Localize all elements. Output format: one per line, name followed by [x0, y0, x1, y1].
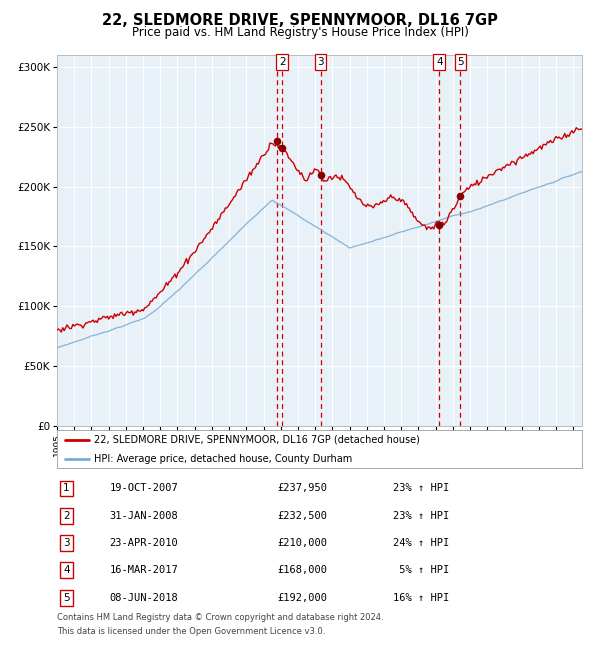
- Text: 3: 3: [317, 57, 324, 67]
- Text: 23% ↑ HPI: 23% ↑ HPI: [393, 484, 449, 493]
- Text: 23-APR-2010: 23-APR-2010: [110, 538, 178, 548]
- Text: 3: 3: [63, 538, 70, 548]
- Text: £168,000: £168,000: [277, 566, 328, 575]
- Text: 22, SLEDMORE DRIVE, SPENNYMOOR, DL16 7GP: 22, SLEDMORE DRIVE, SPENNYMOOR, DL16 7GP: [102, 13, 498, 28]
- Text: HPI: Average price, detached house, County Durham: HPI: Average price, detached house, Coun…: [94, 454, 352, 463]
- Text: 24% ↑ HPI: 24% ↑ HPI: [393, 538, 449, 548]
- Text: £210,000: £210,000: [277, 538, 328, 548]
- Text: 16-MAR-2017: 16-MAR-2017: [110, 566, 178, 575]
- Text: 2: 2: [63, 511, 70, 521]
- Text: 5: 5: [457, 57, 464, 67]
- Text: 2: 2: [279, 57, 286, 67]
- Text: 4: 4: [63, 566, 70, 575]
- Text: 4: 4: [436, 57, 443, 67]
- Text: 08-JUN-2018: 08-JUN-2018: [110, 593, 178, 603]
- Text: £192,000: £192,000: [277, 593, 328, 603]
- Text: Price paid vs. HM Land Registry's House Price Index (HPI): Price paid vs. HM Land Registry's House …: [131, 26, 469, 39]
- Text: 16% ↑ HPI: 16% ↑ HPI: [393, 593, 449, 603]
- Text: £237,950: £237,950: [277, 484, 328, 493]
- Text: 31-JAN-2008: 31-JAN-2008: [110, 511, 178, 521]
- Text: 1: 1: [63, 484, 70, 493]
- Text: 19-OCT-2007: 19-OCT-2007: [110, 484, 178, 493]
- Text: Contains HM Land Registry data © Crown copyright and database right 2024.: Contains HM Land Registry data © Crown c…: [57, 613, 383, 622]
- Text: This data is licensed under the Open Government Licence v3.0.: This data is licensed under the Open Gov…: [57, 627, 325, 636]
- Text: £232,500: £232,500: [277, 511, 328, 521]
- Text: 22, SLEDMORE DRIVE, SPENNYMOOR, DL16 7GP (detached house): 22, SLEDMORE DRIVE, SPENNYMOOR, DL16 7GP…: [94, 435, 419, 445]
- Text: 5: 5: [63, 593, 70, 603]
- Text: 5% ↑ HPI: 5% ↑ HPI: [393, 566, 449, 575]
- Text: 23% ↑ HPI: 23% ↑ HPI: [393, 511, 449, 521]
